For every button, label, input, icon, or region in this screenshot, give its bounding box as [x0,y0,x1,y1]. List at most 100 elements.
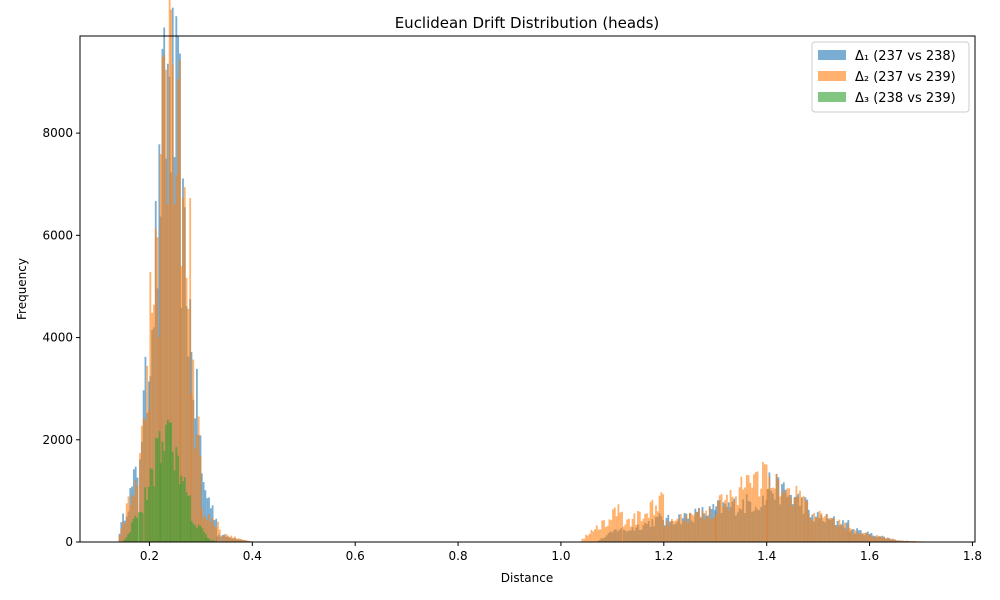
histogram-bar [736,505,739,542]
x-tick-label: 0.4 [243,549,262,563]
histogram-bar [203,531,205,542]
histogram-bar [154,228,157,542]
histogram-bar [165,424,167,542]
histogram-bar [790,497,792,542]
histogram-bar [640,521,643,542]
histogram-bar [782,489,785,542]
histogram-bar [588,533,591,542]
histogram-bar [136,517,139,542]
histogram-bar [209,539,212,542]
histogram-bar [777,479,780,542]
histogram-bar [804,500,807,542]
histogram-bar [865,532,867,542]
histogram-bar [159,154,162,542]
histogram-bar [861,532,864,542]
histogram-bar [603,520,605,542]
histogram-bar [136,485,139,542]
histogram-bar [766,488,769,542]
histogram-bar [718,495,721,542]
histogram-bar [845,529,848,542]
histogram-bar [207,538,210,542]
y-tick-label: 2000 [42,433,73,447]
histogram-bar [754,472,757,542]
histogram-bar [158,431,161,542]
histogram-bar [123,523,126,542]
histogram-bar [800,497,803,542]
histogram-bar [612,509,614,542]
histogram-bar [142,417,145,542]
plot-frame [79,35,976,543]
histogram-bar [226,535,229,542]
histogram-bar [765,464,768,542]
histogram-bar [660,492,663,542]
histogram-bar [680,514,682,542]
histogram-bar [204,534,207,542]
histogram-bar [209,522,212,542]
histogram-bar [696,512,699,542]
histogram-bar [619,512,622,542]
histogram-bar [907,540,910,542]
histogram-bar [701,510,704,542]
histogram-bar [175,174,178,542]
histogram-bar [791,506,794,542]
histogram-bar [597,529,600,542]
histogram-bar [863,532,866,542]
x-axis-label: Distance [501,571,553,585]
histogram-bar [818,510,821,542]
histogram-bar [195,527,198,542]
histogram-bar [581,538,584,542]
histogram-bar [707,517,709,542]
histogram-bar [651,499,654,542]
histogram-bar [168,422,171,542]
histogram-bar [890,539,893,542]
histogram-bar [141,512,144,542]
x-tick-label: 1.2 [654,549,673,563]
histogram-bar [232,537,235,542]
x-tick-label: 0.8 [449,549,468,563]
histogram-bar [720,494,723,542]
histogram-bar [624,524,627,542]
histogram-bar [843,522,846,542]
histogram-bar [166,204,169,542]
histogram-bar [788,488,791,542]
histogram-bar [183,187,186,542]
histogram-bar [797,497,800,542]
histogram-bar [127,496,130,542]
histogram-bar [735,496,737,542]
histogram-bar [200,473,203,542]
histogram-bar [859,533,862,542]
histogram-bar [638,511,641,542]
histogram-bar [690,513,693,542]
x-tick-label: 1.4 [757,549,776,563]
histogram-bar [681,521,684,542]
histogram-bar [125,503,128,542]
histogram-bar [211,540,214,542]
histogram-bar [173,204,176,542]
histogram-bar [138,512,140,542]
histogram-bar [692,515,695,542]
histogram-bar [646,513,648,542]
histogram-bar [219,536,222,542]
histogram-bar [165,69,167,542]
histogram-bar [217,521,219,542]
histogram-bar [756,471,759,542]
histogram-bar [190,521,193,542]
histogram-bar [599,529,602,542]
histogram-bar [884,538,887,542]
histogram-bar [189,495,192,542]
histogram-bar [674,520,677,542]
histogram-bar [836,526,839,542]
histogram-bar [153,486,156,542]
histogram-bar [206,519,209,542]
histogram-bar [807,513,810,542]
histogram-bar [868,534,871,542]
histogram-bar [689,512,691,542]
histogram-bar [672,521,675,542]
histogram-bar [827,518,830,542]
histogram-bar [897,540,899,542]
histogram-bar [698,508,700,542]
histogram-bar [820,513,823,542]
histogram-bar [208,514,210,542]
histogram-bar [179,59,181,542]
histogram-bar [637,510,639,542]
